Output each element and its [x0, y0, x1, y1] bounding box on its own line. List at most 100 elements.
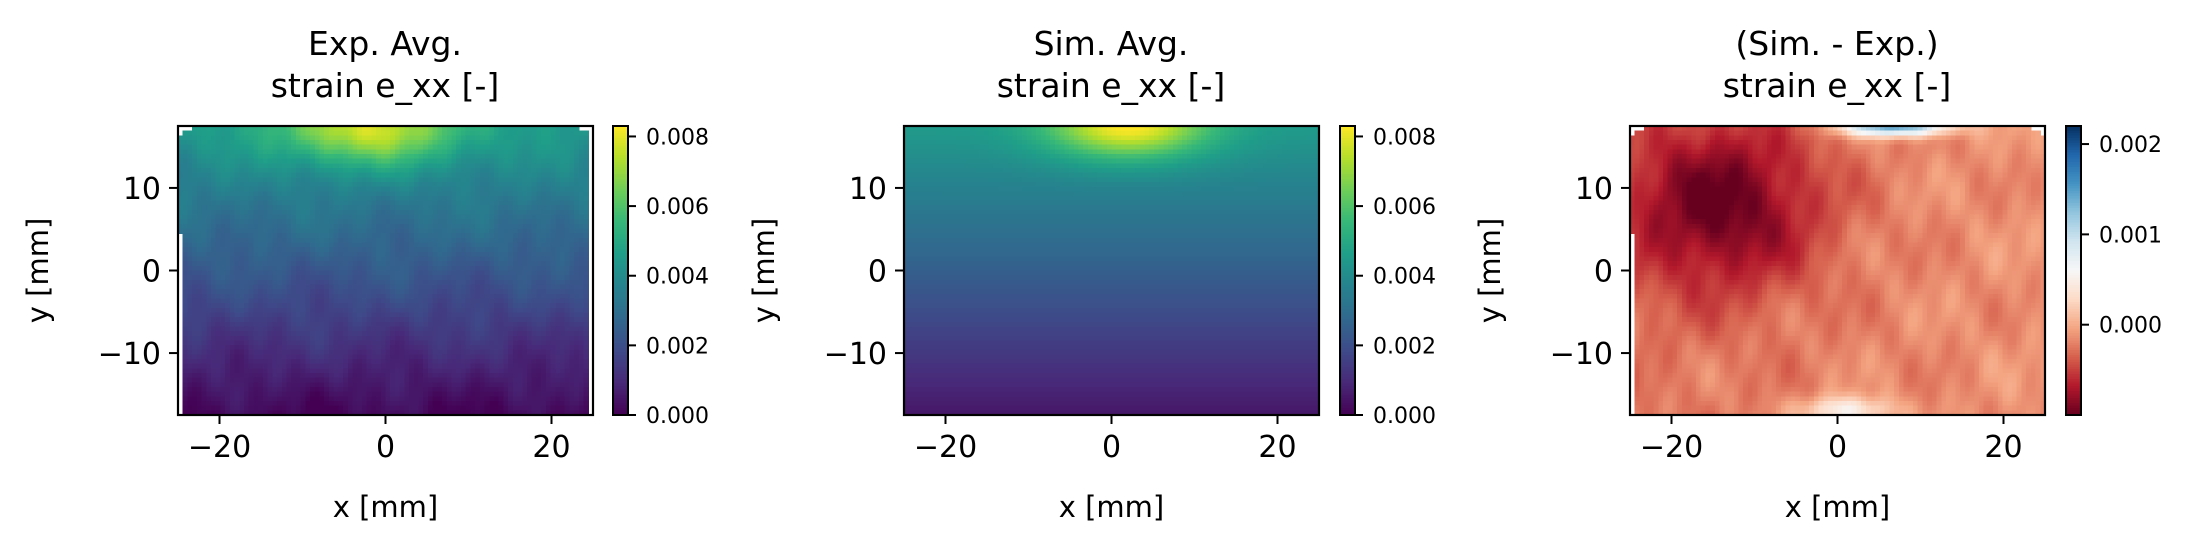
heatmap-cell [536, 401, 541, 406]
heatmap-cell [220, 140, 225, 145]
heatmap-cell [423, 233, 428, 238]
heatmap-cell [480, 135, 485, 140]
heatmap-cell [395, 238, 400, 243]
heatmap-cell [334, 252, 339, 257]
heatmap-cell [192, 289, 197, 294]
heatmap-cell [272, 159, 277, 164]
heatmap-cell [202, 308, 207, 313]
heatmap-cell [485, 322, 490, 327]
heatmap-cell [258, 387, 263, 392]
heatmap-cell [499, 135, 504, 140]
heatmap-cell [244, 382, 249, 387]
heatmap-cell [239, 243, 244, 248]
heatmap-cell [253, 261, 258, 266]
heatmap-cell [461, 210, 466, 215]
heatmap-cell [324, 201, 329, 206]
heatmap-cell [527, 340, 532, 345]
heatmap-cell [386, 345, 391, 350]
heatmap-cell [437, 326, 442, 331]
heatmap-cell [381, 224, 386, 229]
heatmap-cells [178, 126, 589, 416]
heatmap-cell [485, 145, 490, 150]
heatmap-cell [409, 368, 414, 373]
heatmap-cell [508, 205, 513, 210]
heatmap-cell [268, 257, 273, 262]
heatmap-cell [329, 271, 334, 276]
heatmap-cell [202, 364, 207, 369]
heatmap-cell [329, 401, 334, 406]
heatmap-cell [315, 280, 320, 285]
heatmap-cell [329, 322, 334, 327]
heatmap-cell [338, 159, 343, 164]
heatmap-cell [470, 173, 475, 178]
heatmap-cell [253, 252, 258, 257]
heatmap-cell [334, 382, 339, 387]
heatmap-cell [466, 275, 471, 280]
heatmap-cell [428, 326, 433, 331]
heatmap-cell [211, 280, 216, 285]
heatmap-cell [409, 247, 414, 252]
heatmap-cell [230, 233, 235, 238]
heatmap-cell [334, 364, 339, 369]
heatmap-cell [499, 354, 504, 359]
heatmap-cell [499, 196, 504, 201]
heatmap-cell [442, 238, 447, 243]
heatmap-cell [235, 238, 240, 243]
heatmap-cell [400, 322, 405, 327]
heatmap-cell [268, 406, 273, 411]
heatmap-cell [315, 257, 320, 262]
heatmap-cell [386, 135, 391, 140]
heatmap-cell [291, 247, 296, 252]
heatmap-cell [225, 168, 230, 173]
heatmap-cell [536, 350, 541, 355]
heatmap-cell [291, 233, 296, 238]
heatmap-cell [202, 331, 207, 336]
heatmap-cell [522, 173, 527, 178]
heatmap-cell [192, 201, 197, 206]
heatmap-cell [527, 252, 532, 257]
heatmap-cell [466, 187, 471, 192]
heatmap-cell [277, 252, 282, 257]
heatmap-cell [272, 364, 277, 369]
heatmap-cell [499, 331, 504, 336]
heatmap-cell [536, 154, 541, 159]
heatmap-cell [357, 145, 362, 150]
heatmap-cell [272, 271, 277, 276]
heatmap-cell [541, 401, 546, 406]
heatmap-cell [338, 229, 343, 234]
heatmap-cell [291, 354, 296, 359]
heatmap-cell [414, 205, 419, 210]
heatmap-cell [371, 247, 376, 252]
heatmap-cell [400, 154, 405, 159]
heatmap-cell [319, 340, 324, 345]
heatmap-cell [442, 364, 447, 369]
heatmap-cell [206, 331, 211, 336]
heatmap-cell [546, 163, 551, 168]
heatmap-cell [319, 135, 324, 140]
heatmap-cell [183, 382, 188, 387]
heatmap-cell [475, 191, 480, 196]
heatmap-cell [381, 378, 386, 383]
heatmap-cell [536, 177, 541, 182]
heatmap-cell [343, 210, 348, 215]
heatmap-cell [216, 294, 221, 299]
heatmap-cell [220, 252, 225, 257]
heatmap-cell [253, 266, 258, 271]
heatmap-cell [220, 401, 225, 406]
heatmap-cell [447, 173, 452, 178]
heatmap-cell [419, 271, 424, 276]
heatmap-cell [249, 336, 254, 341]
heatmap-cell [386, 378, 391, 383]
heatmap-cell [456, 298, 461, 303]
heatmap-cell [437, 201, 442, 206]
heatmap-cell [329, 373, 334, 378]
heatmap-cell [489, 275, 494, 280]
heatmap-cell [216, 201, 221, 206]
heatmap-cell [414, 238, 419, 243]
heatmap-cell [390, 215, 395, 220]
heatmap-cell [367, 191, 372, 196]
heatmap-cell [423, 159, 428, 164]
heatmap-cell [253, 284, 258, 289]
heatmap-cell [282, 401, 287, 406]
heatmap-cell [258, 196, 263, 201]
